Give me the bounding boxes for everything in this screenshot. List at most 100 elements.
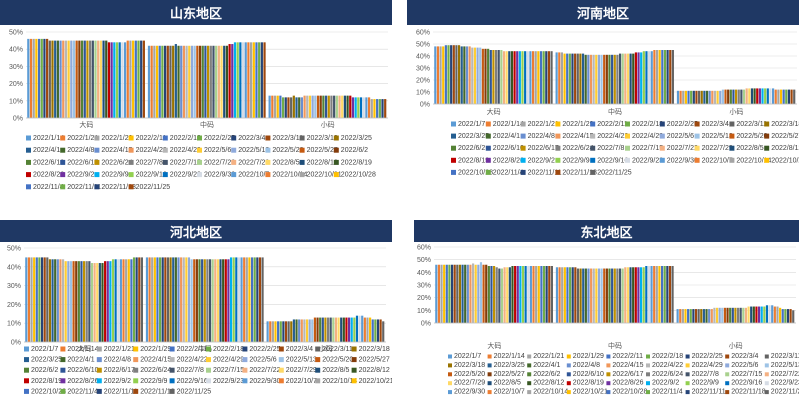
- legend-label: 2022/4/29: [170, 147, 201, 154]
- legend-label: 2022/6/10: [67, 367, 98, 374]
- bar: [626, 53, 630, 104]
- legend-swatch: [242, 357, 248, 363]
- legend-label: 2022/9/23: [213, 378, 244, 385]
- category-label: 大码: [487, 107, 501, 116]
- legend-label: 2022/10/7: [238, 172, 269, 179]
- bar: [177, 257, 180, 342]
- legend-label: 2022/7/29: [454, 380, 485, 387]
- legend-swatch: [646, 354, 650, 359]
- legend-label: 2022/2/18: [632, 121, 663, 128]
- bar: [608, 54, 611, 104]
- bar: [150, 45, 153, 118]
- bar: [660, 266, 664, 323]
- legend-label: 2022/1/21: [533, 353, 564, 360]
- bar: [679, 309, 682, 323]
- legend-label: 2022/6/24: [101, 159, 132, 166]
- bar: [384, 99, 387, 118]
- bar: [713, 90, 717, 104]
- bar: [450, 264, 454, 323]
- y-tick-label: 50%: [7, 246, 21, 253]
- legend-swatch: [133, 346, 139, 352]
- bar: [698, 90, 701, 104]
- bar: [382, 321, 385, 342]
- legend-swatch: [764, 121, 770, 127]
- bar: [248, 257, 251, 342]
- bar: [560, 52, 563, 104]
- bar: [571, 267, 574, 323]
- bar: [784, 309, 787, 323]
- bar: [269, 321, 272, 342]
- bar: [163, 45, 167, 118]
- bar: [201, 45, 204, 118]
- bar: [516, 266, 519, 323]
- legend-label: 2022/8/5: [272, 159, 299, 166]
- bar: [487, 48, 490, 104]
- bar: [624, 267, 627, 323]
- bar: [355, 315, 359, 342]
- bar: [505, 51, 508, 104]
- bar: [353, 317, 356, 342]
- bar: [151, 257, 154, 342]
- bar: [273, 95, 277, 118]
- bar: [437, 264, 440, 323]
- legend-swatch: [590, 157, 596, 163]
- bar: [90, 263, 94, 342]
- bar: [568, 53, 571, 104]
- bar: [445, 264, 448, 323]
- legend-label: 2022/9/9: [562, 157, 589, 164]
- legend-swatch: [24, 367, 29, 373]
- bar: [365, 97, 368, 118]
- bar: [373, 99, 376, 118]
- legend-label: 2022/3/4: [286, 346, 313, 353]
- legend-swatch: [128, 184, 134, 190]
- legend-swatch: [351, 378, 357, 384]
- bar: [653, 50, 656, 104]
- bar: [279, 95, 282, 118]
- bar: [209, 45, 212, 118]
- legend-swatch: [60, 172, 66, 178]
- bar: [351, 97, 355, 118]
- legend-swatch: [520, 169, 526, 175]
- bar: [137, 40, 140, 118]
- bar: [158, 45, 161, 118]
- bar: [756, 88, 759, 104]
- legend-label: 2022/4/1: [493, 133, 520, 140]
- legend-swatch: [487, 381, 492, 386]
- legend-swatch: [26, 172, 31, 178]
- bar: [700, 90, 703, 104]
- bar: [145, 257, 149, 342]
- legend-swatch: [94, 184, 100, 190]
- chart-title: 河北地区: [0, 220, 392, 242]
- bar: [80, 40, 84, 118]
- bar: [465, 46, 469, 104]
- legend-label: 2022/3/25: [458, 133, 489, 140]
- legend-swatch: [162, 159, 168, 165]
- legend-label: 2022/11/4: [67, 388, 98, 395]
- bar: [439, 46, 442, 104]
- legend-swatch: [26, 184, 31, 190]
- bar: [658, 50, 661, 104]
- legend-swatch: [94, 135, 100, 141]
- chart-svg: 0% 10% 20% 30% 40% 50% 大码 中码 小码 2022/1/7 2022/1/14…: [7, 246, 392, 396]
- bar: [529, 266, 532, 323]
- bar: [600, 268, 603, 323]
- legend-swatch: [694, 145, 700, 151]
- legend-swatch: [60, 378, 66, 384]
- legend-label: 2022/3/11: [322, 346, 353, 353]
- bar: [768, 305, 771, 323]
- bar: [655, 50, 659, 104]
- legend-swatch: [646, 381, 650, 386]
- legend-swatch: [96, 378, 102, 384]
- legend-swatch: [555, 169, 561, 175]
- bar: [732, 89, 735, 104]
- bar: [436, 46, 440, 104]
- legend-swatch: [242, 346, 248, 352]
- bar: [471, 47, 474, 104]
- bar: [440, 264, 443, 323]
- legend-label: 2022/5/20: [272, 147, 303, 154]
- bar: [624, 53, 627, 104]
- category-label: 大码: [79, 120, 93, 129]
- legend-swatch: [646, 390, 650, 395]
- y-tick-label: 40%: [7, 264, 21, 271]
